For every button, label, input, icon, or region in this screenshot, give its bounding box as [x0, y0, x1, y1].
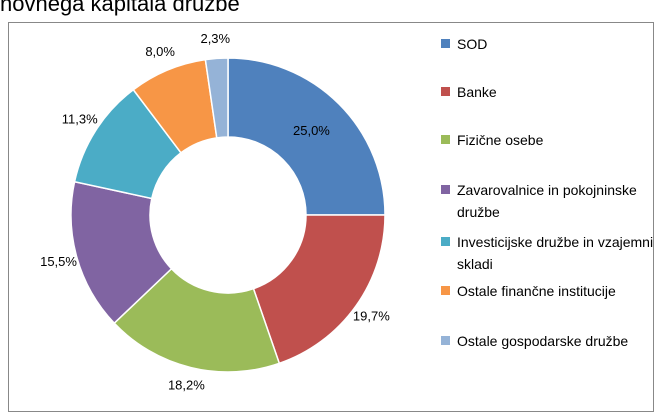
- data-label: 18,2%: [168, 377, 205, 392]
- legend-label: SOD: [457, 36, 488, 52]
- chart-title: novnega kapitala družbe: [0, 0, 240, 16]
- legend-swatch: [441, 39, 450, 48]
- legend-label: Ostale finančne institucije: [457, 283, 616, 299]
- data-label: 19,7%: [353, 309, 390, 324]
- chart: 25,0% 19,7% 18,2% 15,5% 11,3% 8,0% 2,3%: [40, 31, 390, 393]
- legend-swatch: [441, 87, 450, 96]
- legend-swatch: [441, 286, 450, 295]
- legend-swatch: [441, 237, 450, 246]
- legend-label: Investicijske družbe in vzajemni skladi: [457, 234, 654, 272]
- legend-swatch: [441, 185, 450, 194]
- donut-slice: [113, 267, 281, 373]
- data-label: 25,0%: [293, 123, 330, 138]
- data-label: 2,3%: [200, 31, 230, 46]
- data-label: 15,5%: [40, 254, 77, 269]
- data-label: 11,3%: [62, 112, 98, 127]
- legend-label: Ostale gospodarske družbe: [457, 333, 629, 349]
- donut-slice: [204, 57, 229, 139]
- donut-slice: [252, 214, 386, 365]
- legend-swatch: [441, 135, 450, 144]
- legend-label: Fizične osebe: [457, 132, 544, 148]
- legend-swatch: [441, 336, 450, 345]
- legend-label: Banke: [457, 84, 497, 100]
- donut-slice: [227, 57, 386, 216]
- legend-label: Zavarovalnice in pokojninske družbe: [457, 182, 637, 220]
- data-label: 8,0%: [145, 44, 175, 59]
